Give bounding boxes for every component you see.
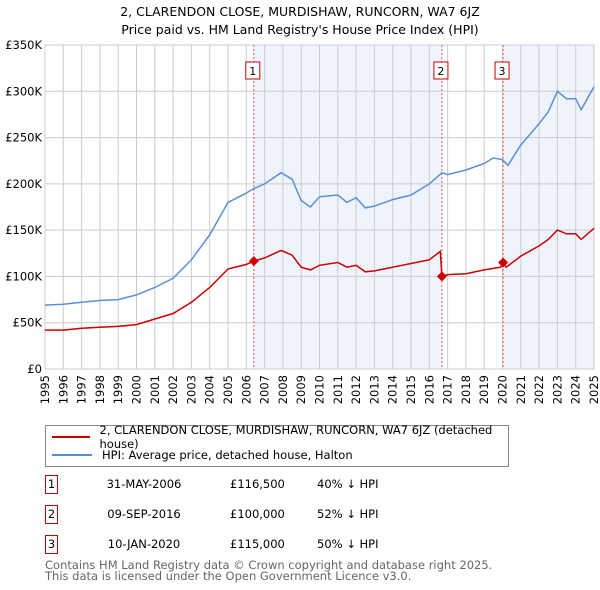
y-tick-label: £200K [5, 177, 42, 191]
x-tick-label: 2014 [386, 375, 400, 404]
x-tick-label: 1996 [56, 375, 70, 404]
x-tick-label: 2000 [130, 375, 144, 404]
x-tick-label: 1997 [75, 375, 89, 404]
x-tick-label: 2011 [331, 375, 345, 404]
plot-frame [44, 44, 595, 370]
sale-label-box [494, 61, 510, 80]
sale-price: £100,000 [230, 507, 285, 521]
footer: Contains HM Land Registry data © Crown c… [45, 558, 493, 583]
chart-subtitle: Price paid vs. HM Land Registry's House … [121, 22, 478, 37]
sale-hpi: 52% ↓ HPI [317, 507, 379, 521]
shaded-region [253, 45, 442, 369]
sale-date: 10-JAN-2020 [107, 537, 181, 551]
x-tick-label: 2021 [514, 375, 528, 404]
y-tick-label: £50K [13, 316, 43, 330]
sale-hpi: 40% ↓ HPI [317, 477, 379, 491]
x-tick-label: 2019 [477, 375, 491, 404]
sale-hpi: 50% ↓ HPI [317, 537, 379, 551]
footer-copyright: Contains HM Land Registry data © Crown c… [45, 558, 493, 572]
x-tick-label: 2012 [349, 375, 363, 404]
x-tick-label: 2001 [148, 375, 162, 404]
sale-price: £115,000 [230, 537, 285, 551]
sale-row: 2 09-SEP-2016 £100,000 52% ↓ HPI [45, 505, 495, 525]
x-tick-label: 2017 [441, 375, 455, 404]
sale-price: £116,500 [230, 477, 285, 491]
x-tick-label: 2025 [587, 375, 600, 404]
legend: 2, CLARENDON CLOSE, MURDISHAW, RUNCORN, … [45, 423, 509, 467]
legend-swatch-red [52, 436, 90, 438]
x-tick-label: 2006 [239, 375, 253, 404]
sale-row: 3 10-JAN-2020 £115,000 50% ↓ HPI [45, 535, 495, 555]
x-tick-label: 1998 [93, 375, 107, 404]
legend-item-hpi: HPI: Average price, detached house, Halt… [52, 447, 353, 463]
x-tick-label: 2020 [496, 375, 510, 404]
sale-label: 1 [249, 65, 256, 78]
sale-label-box [245, 61, 261, 80]
chart-title: 2, CLARENDON CLOSE, MURDISHAW, RUNCORN, … [120, 4, 480, 19]
y-tick-label: £100K [5, 269, 42, 283]
x-tick-label: 2024 [569, 375, 583, 404]
x-tick-label: 2010 [313, 375, 327, 404]
price-chart: 2, CLARENDON CLOSE, MURDISHAW, RUNCORN, … [5, 4, 600, 404]
sale-point [248, 256, 259, 267]
sale-label-box [433, 61, 449, 80]
sale-date: 31-MAY-2006 [106, 477, 182, 491]
x-tick-label: 1995 [38, 375, 52, 404]
x-tick-label: 2004 [203, 375, 217, 404]
x-tick-label: 2005 [221, 375, 235, 404]
x-tick-label: 2008 [276, 375, 290, 404]
y-tick-label: £350K [5, 38, 42, 52]
sale-number: 1 [45, 475, 58, 494]
footer-licence: This data is licensed under the Open Gov… [45, 569, 412, 583]
legend-label: 2, CLARENDON CLOSE, MURDISHAW, RUNCORN, … [99, 423, 493, 451]
x-tick-label: 2009 [294, 375, 308, 404]
y-tick-label: £0 [27, 362, 42, 376]
sale-label: 3 [499, 65, 506, 78]
x-tick-label: 2018 [459, 375, 473, 404]
sale-label: 2 [437, 65, 444, 78]
x-tick-label: 2022 [532, 375, 546, 404]
property-price-line [45, 227, 595, 331]
x-tick-label: 2016 [422, 375, 436, 404]
x-tick-label: 2015 [404, 375, 418, 404]
sale-number: 3 [45, 535, 58, 554]
sale-date: 09-SEP-2016 [107, 507, 181, 521]
shaded-region [503, 45, 594, 369]
x-tick-label: 2013 [367, 375, 381, 404]
legend-swatch-blue [52, 454, 92, 456]
sale-row: 1 31-MAY-2006 £116,500 40% ↓ HPI [45, 475, 495, 495]
sale-number: 2 [45, 505, 58, 524]
x-tick-label: 2003 [184, 375, 198, 404]
y-tick-label: £150K [5, 223, 42, 237]
y-tick-label: £250K [5, 131, 42, 145]
x-tick-label: 2007 [258, 375, 272, 404]
x-tick-label: 2002 [166, 375, 180, 404]
sale-point [498, 257, 509, 268]
legend-item-property: 2, CLARENDON CLOSE, MURDISHAW, RUNCORN, … [52, 423, 508, 451]
legend-label: HPI: Average price, detached house, Halt… [102, 448, 353, 462]
hpi-line [44, 86, 595, 306]
x-tick-label: 1999 [111, 375, 125, 404]
x-tick-label: 2023 [550, 375, 564, 404]
y-tick-label: £300K [5, 84, 42, 98]
sale-point [436, 271, 447, 282]
